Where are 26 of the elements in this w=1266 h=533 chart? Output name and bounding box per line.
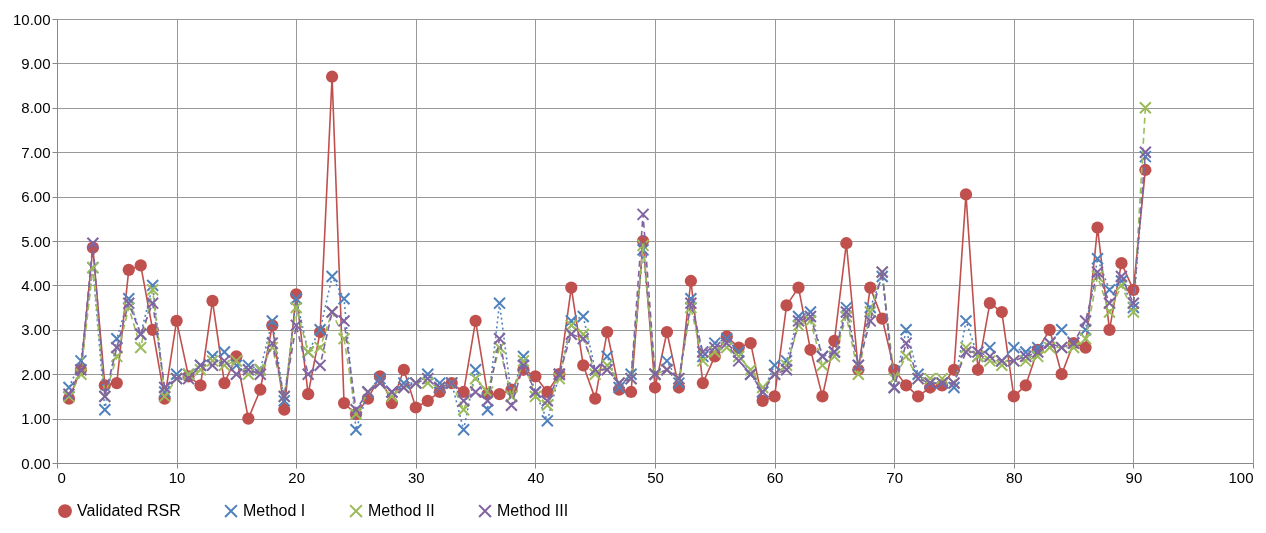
x-tick-label: 50 (647, 468, 664, 486)
y-tick-label: 4.00 (21, 276, 51, 294)
y-tick-label: 3.00 (21, 321, 51, 339)
x-tick-label: 0 (57, 468, 66, 486)
x-tick-label: 30 (407, 468, 425, 486)
x-tick-label: 40 (527, 468, 545, 486)
x-tick-label: 60 (766, 468, 784, 486)
y-tick-label: 0.00 (21, 454, 51, 472)
x-tick-label: 20 (288, 468, 306, 486)
legend-label: Method II (368, 502, 435, 520)
legend-label: Method III (497, 502, 569, 520)
y-tick-label: 8.00 (21, 99, 51, 117)
y-tick-label: 9.00 (21, 54, 51, 72)
x-tick-label: 90 (1125, 468, 1143, 486)
x-tick-label: 80 (1005, 468, 1023, 486)
y-tick-label: 5.00 (21, 232, 51, 250)
y-tick-label: 10.00 (12, 10, 51, 28)
x-tick-label: 10 (168, 468, 186, 486)
y-tick-label: 2.00 (21, 365, 51, 383)
x-tick-label: 100 (1228, 468, 1254, 486)
legend-label: Validated RSR (77, 502, 181, 520)
y-tick-label: 6.00 (21, 188, 51, 206)
x-tick-label: 70 (886, 468, 904, 486)
y-tick-label: 1.00 (21, 410, 51, 428)
legend-label: Method I (243, 502, 306, 520)
y-tick-label: 7.00 (21, 143, 51, 161)
